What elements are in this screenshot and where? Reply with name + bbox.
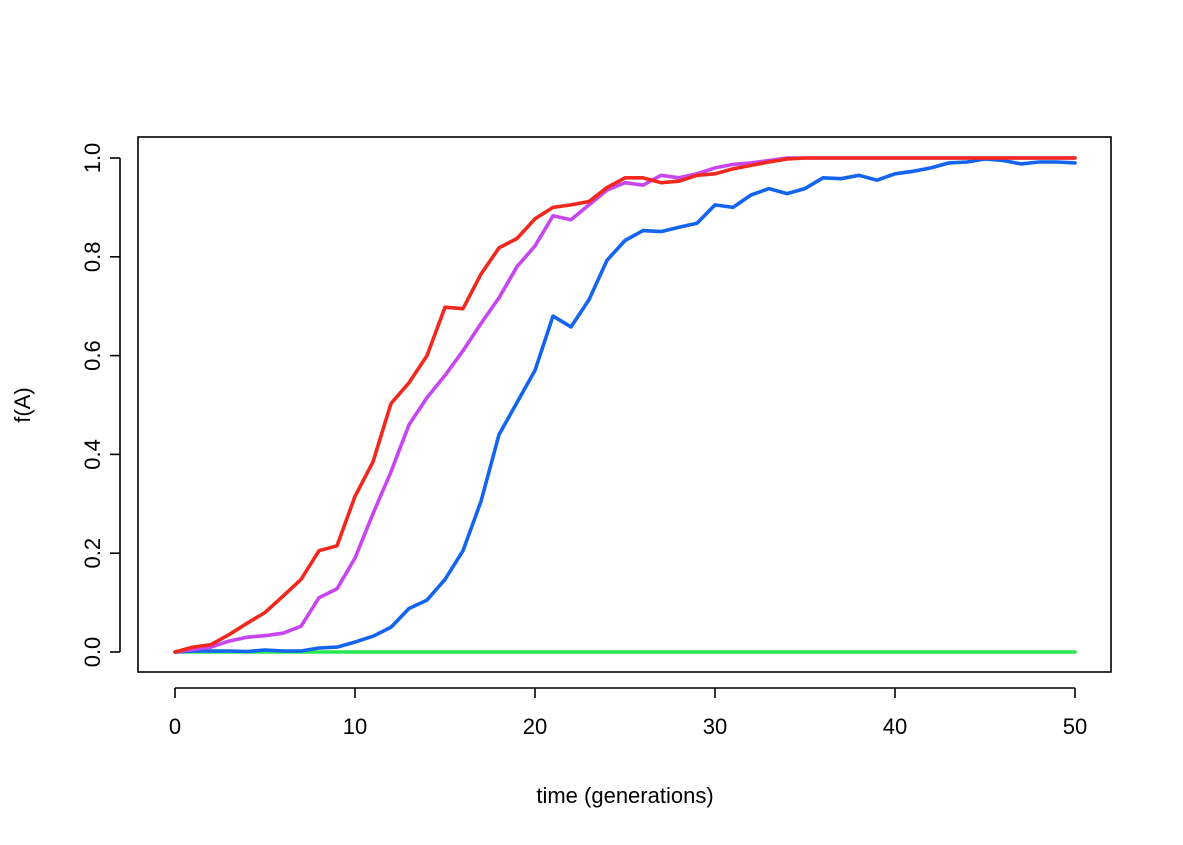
series-line-blue	[173, 157, 1077, 654]
x-tick-label: 50	[1063, 714, 1087, 739]
y-tick-label: 0.2	[80, 538, 105, 569]
y-tick-label: 1.0	[80, 143, 105, 174]
y-axis-title: f(A)	[10, 387, 35, 422]
x-tick-label: 20	[523, 714, 547, 739]
y-tick-label: 0.4	[80, 439, 105, 470]
y-tick-label: 0.6	[80, 340, 105, 371]
series-line-purple	[173, 156, 1077, 654]
x-tick-label: 30	[703, 714, 727, 739]
x-axis-title: time (generations)	[536, 783, 713, 808]
x-tick-label: 10	[343, 714, 367, 739]
x-axis: 0 10 20 30 40 50	[169, 687, 1087, 739]
x-tick-label: 40	[883, 714, 907, 739]
series-layer	[173, 156, 1077, 654]
y-tick-label: 0.8	[80, 242, 105, 273]
plot-frame	[137, 136, 1112, 673]
x-tick-label: 0	[169, 714, 181, 739]
y-tick-label: 0.0	[80, 637, 105, 668]
series-line-red	[173, 156, 1077, 654]
y-axis: 0.0 0.2 0.4 0.6 0.8 1.0	[80, 143, 121, 668]
